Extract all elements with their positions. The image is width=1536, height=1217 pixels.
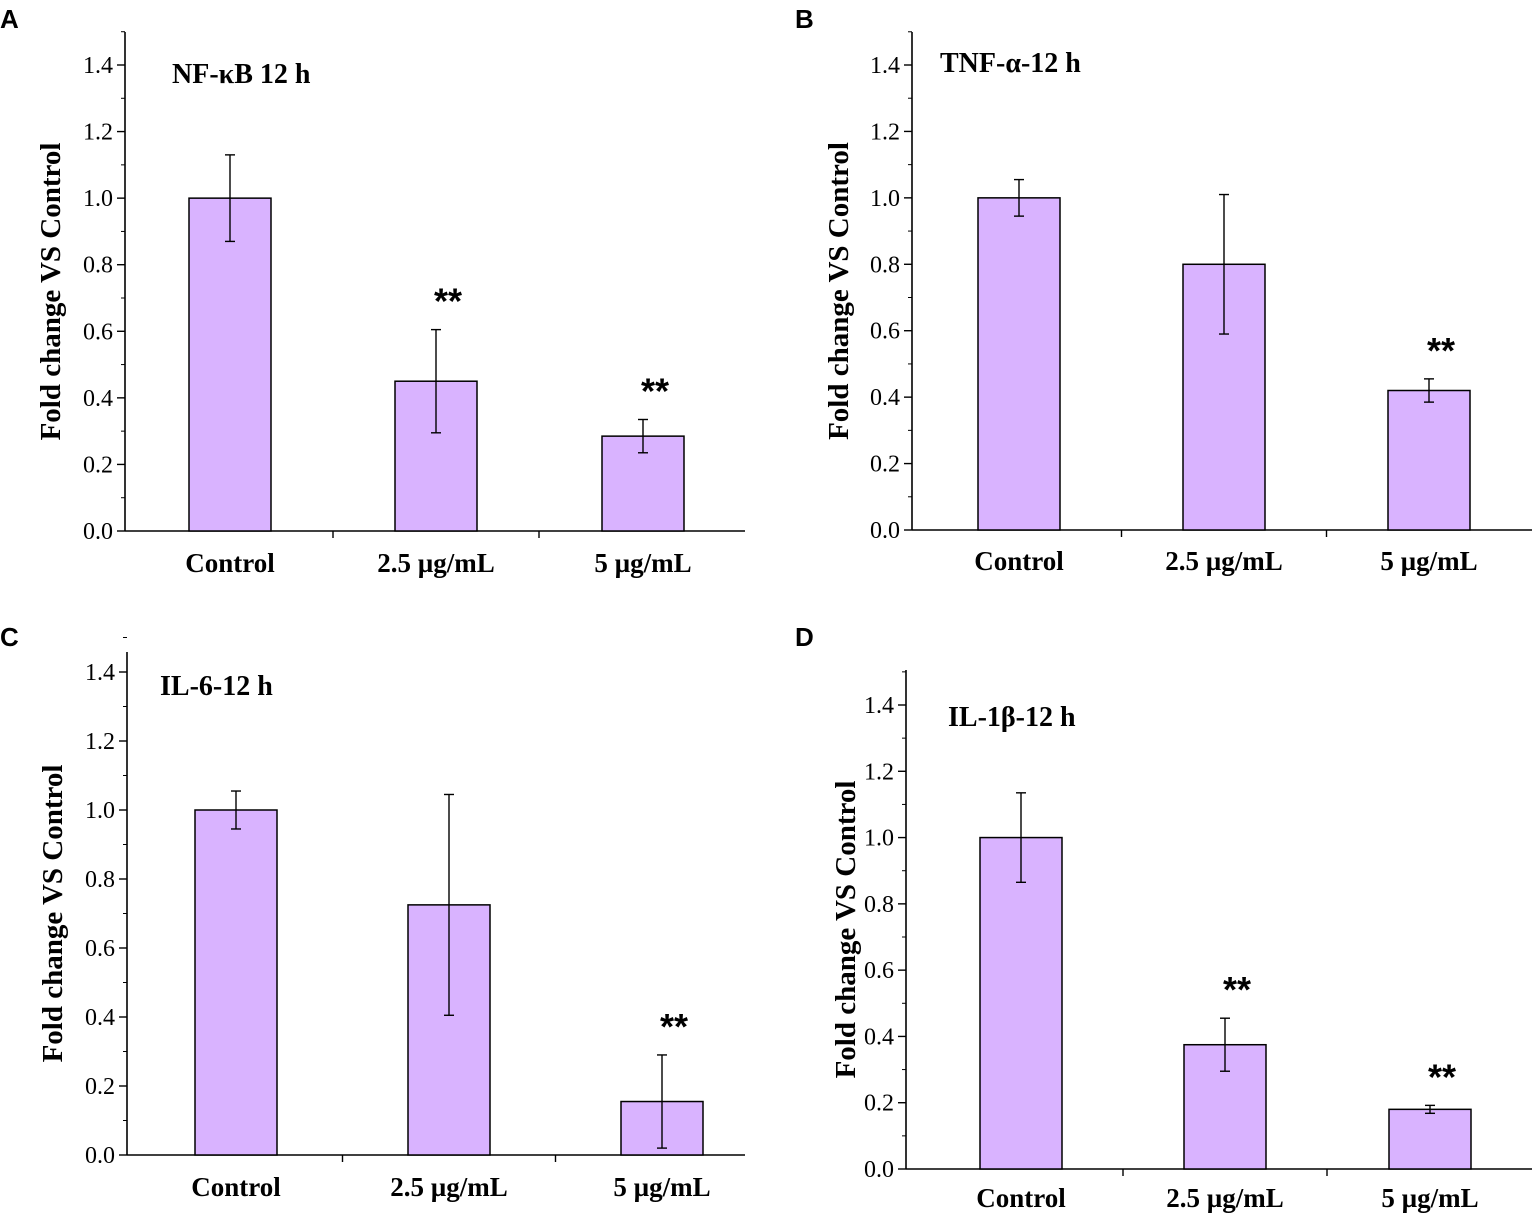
- y-tick-label: 0.6: [870, 319, 900, 345]
- y-tick-label: 0.8: [864, 892, 894, 918]
- y-tick-label: 1.4: [83, 53, 113, 79]
- y-tick-label: 1.4: [870, 53, 900, 79]
- y-tick-label: 1.4: [864, 693, 894, 719]
- category-label: Control: [191, 1172, 281, 1202]
- category-label: Control: [974, 546, 1064, 576]
- y-tick-label: 0.0: [870, 518, 900, 544]
- y-tick-label: 1.0: [864, 826, 894, 852]
- chart-title: IL-6-12 h: [160, 671, 273, 702]
- y-tick-label: 1.2: [83, 120, 113, 146]
- y-tick-label: 0.0: [864, 1157, 894, 1183]
- y-tick-label: 1.2: [864, 759, 894, 785]
- bar: [194, 809, 278, 1156]
- category-label: Control: [976, 1183, 1066, 1213]
- category-label: 5 µg/mL: [1381, 1183, 1478, 1213]
- panel-letter: A: [0, 4, 19, 34]
- y-tick-label: 0.2: [864, 1091, 894, 1117]
- y-tick-label: 0.6: [83, 319, 113, 345]
- y-axis-title: Fold change VS Control: [830, 781, 862, 1079]
- category-label: 5 µg/mL: [594, 548, 691, 578]
- chart-title: IL-1β-12 h: [948, 702, 1076, 733]
- chart-panel-c: C 0.0 0.2 0.4 0.6 0.8 1.0 1.2 1.4 Control 2.5 µg/m…: [0, 622, 745, 1202]
- chart-panel-b: B 0.0 0.2 0.4 0.6 0.8 1.0 1.2 1.4 Control 2.5 µg/m…: [795, 4, 1532, 576]
- significance-mark: **: [641, 370, 669, 411]
- y-tick-label: 1.0: [83, 186, 113, 212]
- category-label: Control: [185, 548, 275, 578]
- panel-letter: C: [0, 622, 19, 652]
- y-axis-title: Fold change VS Control: [35, 143, 67, 441]
- bar: [1388, 1108, 1472, 1170]
- y-tick-label: 0.2: [870, 452, 900, 478]
- y-tick-label: 0.4: [83, 386, 113, 412]
- y-tick-label: 0.2: [83, 452, 113, 478]
- y-tick-label: 1.2: [85, 729, 115, 755]
- significance-mark: **: [434, 281, 462, 322]
- y-tick-label: 0.2: [85, 1074, 115, 1100]
- category-label: 5 µg/mL: [1380, 546, 1477, 576]
- category-label: 2.5 µg/mL: [1165, 546, 1283, 576]
- significance-mark: **: [1428, 1056, 1456, 1097]
- category-label: 2.5 µg/mL: [377, 548, 495, 578]
- panel-letter: B: [795, 4, 814, 34]
- bar: [188, 197, 272, 532]
- y-tick-label: 0.6: [864, 958, 894, 984]
- chart-title: NF-κB 12 h: [172, 59, 311, 90]
- bar: [977, 197, 1061, 531]
- y-tick-label: 0.4: [864, 1024, 894, 1050]
- y-tick-label: 0.0: [83, 519, 113, 545]
- y-tick-label: 0.6: [85, 936, 115, 962]
- bar: [1387, 389, 1471, 531]
- y-axis-title: Fold change VS Control: [37, 765, 69, 1063]
- y-tick-label: 1.0: [85, 798, 115, 824]
- y-tick-label: 0.4: [85, 1005, 115, 1031]
- y-tick-label: 1.0: [870, 186, 900, 212]
- significance-mark: **: [1427, 330, 1455, 371]
- chart-panel-d: D 0.0 0.2 0.4 0.6 0.8 1.0 1.2 1.4 Control ** 2.5 µg…: [795, 622, 1532, 1213]
- y-axis-title: Fold change VS Control: [823, 142, 855, 440]
- y-tick-label: 1.2: [870, 119, 900, 145]
- significance-mark: **: [660, 1006, 688, 1047]
- significance-mark: **: [1223, 969, 1251, 1010]
- category-label: 2.5 µg/mL: [390, 1172, 508, 1202]
- y-tick-label: 0.8: [83, 253, 113, 279]
- chart-panel-a: A 0.0 0.2 0.4 0.6 0.8 1.0 1.2 1.4 Control ** 2.5 µg…: [0, 4, 745, 578]
- y-tick-label: 0.8: [870, 252, 900, 278]
- y-tick-label: 0.0: [85, 1143, 115, 1169]
- y-tick-label: 0.8: [85, 867, 115, 893]
- y-tick-label: 1.4: [85, 660, 115, 686]
- category-label: 2.5 µg/mL: [1166, 1183, 1284, 1213]
- y-tick-label: 0.4: [870, 385, 900, 411]
- panel-letter: D: [795, 622, 814, 652]
- bar: [979, 836, 1063, 1170]
- chart-title: TNF-α-12 h: [940, 48, 1081, 79]
- category-label: 5 µg/mL: [613, 1172, 710, 1202]
